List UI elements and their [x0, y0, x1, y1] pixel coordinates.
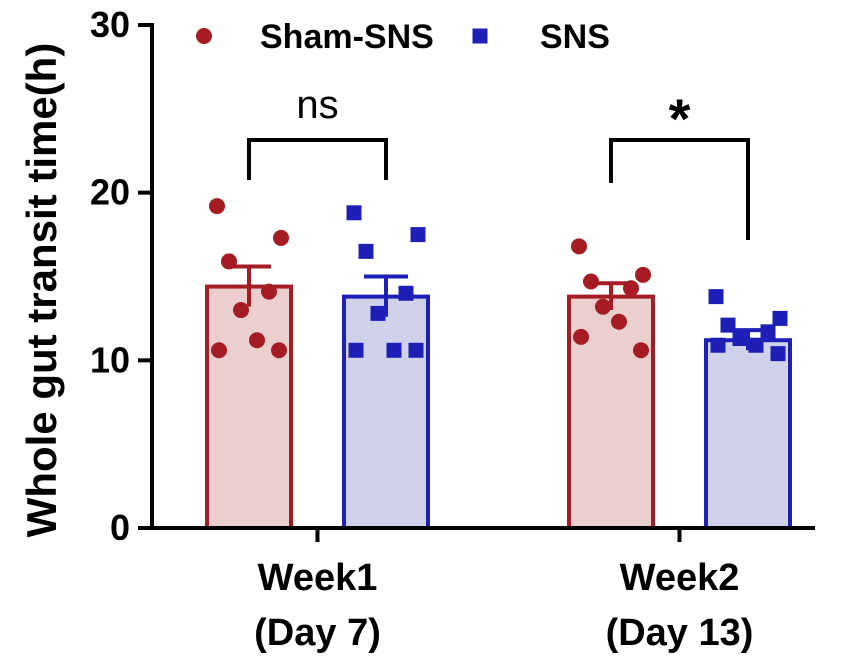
y-axis-title: Whole gut transit time(h) — [18, 43, 65, 538]
legend: Sham-SNS SNS — [196, 18, 610, 56]
data-point-sham-sns — [273, 229, 289, 246]
data-point-sham-sns — [271, 342, 287, 359]
x-category-label: Week2 — [620, 557, 740, 599]
legend-marker-sham-sns — [196, 28, 212, 44]
data-point-sns — [710, 337, 726, 353]
data-point-sns — [410, 227, 426, 243]
data-point-sham-sns — [209, 198, 225, 215]
data-point-sham-sns — [221, 253, 237, 270]
significance-bracket — [609, 138, 750, 240]
data-points-layer — [209, 198, 788, 362]
x-category-label: Week1 — [258, 557, 378, 599]
data-point-sns — [708, 289, 724, 305]
data-point-sns — [348, 342, 364, 358]
data-point-sns — [770, 346, 786, 362]
data-point-sham-sns — [249, 332, 265, 349]
significance-label: * — [669, 87, 691, 150]
data-point-sham-sns — [623, 280, 639, 297]
x-category-sublabel: (Day 7) — [254, 612, 381, 654]
data-point-sham-sns — [261, 283, 277, 300]
error-bars-layer — [227, 264, 770, 351]
bar-sham-sns-1 — [205, 284, 293, 530]
y-tick-label: 10 — [90, 339, 130, 380]
data-point-sns — [370, 305, 386, 321]
data-point-sns — [772, 310, 788, 326]
axes-layer: 0 10 20 30 Week1 (Day 7) Week2 (Day 13) — [90, 4, 815, 654]
significance-layer: ns * — [247, 83, 750, 240]
data-point-sns — [732, 331, 748, 347]
bar-sns-2 — [704, 338, 792, 531]
data-point-sham-sns — [573, 328, 589, 345]
data-point-sns — [398, 285, 414, 301]
bar-sns-1 — [342, 294, 430, 530]
data-point-sns — [386, 342, 402, 358]
data-point-sham-sns — [595, 298, 611, 315]
data-point-sham-sns — [571, 238, 587, 255]
data-point-sham-sns — [233, 302, 249, 319]
legend-label: SNS — [540, 18, 610, 56]
data-point-sns — [720, 317, 736, 333]
x-category-sublabel: (Day 13) — [606, 612, 754, 654]
data-point-sns — [358, 243, 374, 259]
data-point-sham-sns — [583, 273, 599, 290]
data-point-sham-sns — [635, 266, 651, 283]
data-point-sns — [760, 324, 776, 340]
data-point-sns — [408, 342, 424, 358]
data-point-sham-sns — [211, 342, 227, 359]
legend-label: Sham-SNS — [260, 18, 434, 56]
y-tick-label: 30 — [90, 4, 130, 45]
data-point-sham-sns — [611, 313, 627, 330]
significance-label: ns — [296, 83, 338, 127]
data-point-sns — [346, 205, 362, 221]
data-point-sham-sns — [633, 342, 649, 359]
y-tick-label: 0 — [110, 507, 130, 548]
legend-marker-sns — [472, 28, 488, 44]
bars-layer — [205, 284, 792, 531]
data-point-sns — [748, 337, 764, 353]
y-tick-label: 20 — [90, 172, 130, 213]
significance-bracket — [247, 138, 388, 180]
